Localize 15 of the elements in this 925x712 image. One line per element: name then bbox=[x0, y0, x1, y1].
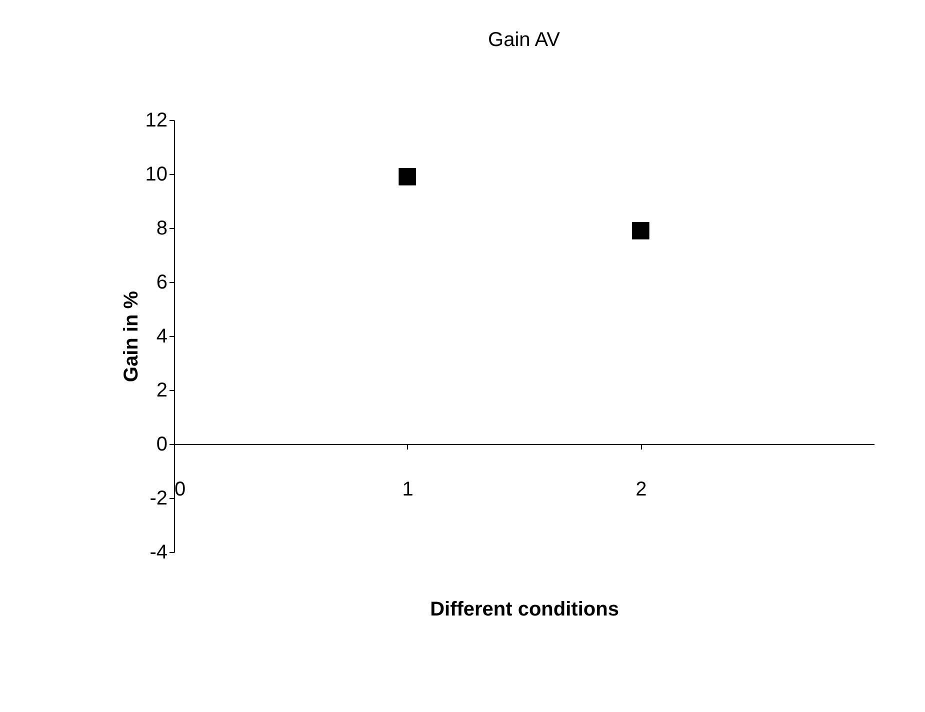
x-tick-label: 0 bbox=[174, 478, 186, 500]
y-tick-label: 12 bbox=[145, 110, 168, 132]
y-tick-label: 8 bbox=[156, 218, 168, 240]
chart-title: Gain AV bbox=[488, 29, 561, 51]
y-tick-label: 10 bbox=[145, 164, 168, 186]
y-tick-label: 2 bbox=[156, 380, 168, 402]
y-tick-label: 0 bbox=[156, 434, 168, 456]
y-tick-label: -2 bbox=[150, 488, 168, 510]
y-tick-label: 6 bbox=[156, 272, 168, 294]
y-tick-label: -4 bbox=[150, 542, 168, 564]
x-tick-label: 2 bbox=[636, 478, 647, 500]
x-axis-title: Different conditions bbox=[430, 598, 619, 620]
y-axis-title: Gain in % bbox=[120, 290, 142, 382]
y-tick-label: 4 bbox=[156, 326, 168, 348]
x-tick-label: 1 bbox=[402, 478, 414, 500]
